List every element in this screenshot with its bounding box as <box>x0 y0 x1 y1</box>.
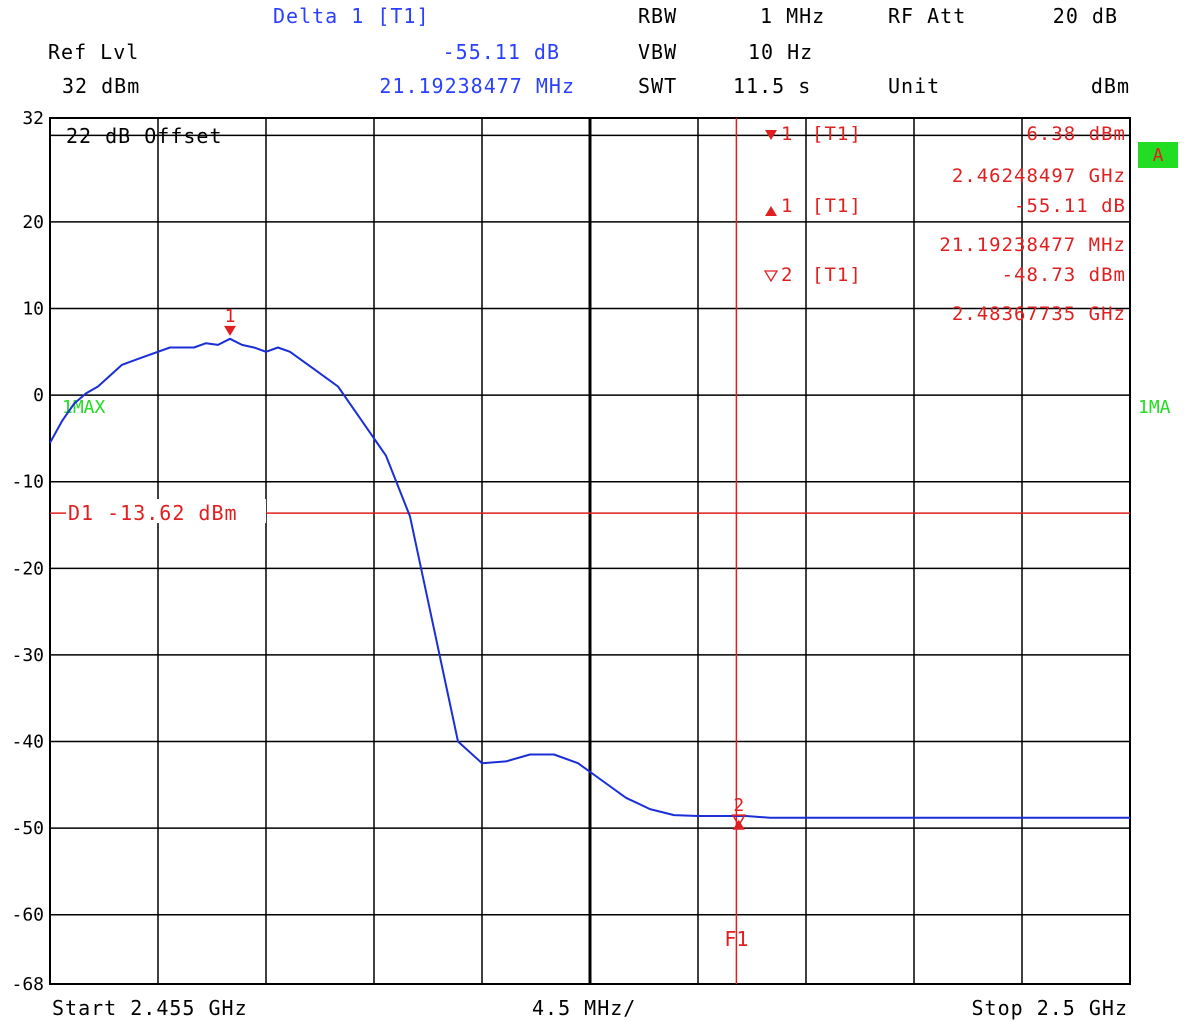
marker-1-label: 1 <box>225 306 236 327</box>
display-line-label-bg <box>66 499 266 524</box>
marker-table-icon <box>765 130 777 140</box>
marker-table-frequency: 2.48367735 GHz <box>952 303 1126 325</box>
sweep-time-label: SWT <box>638 74 678 98</box>
rf-attenuation-value: 20 dB <box>1052 4 1118 28</box>
trace-1-max <box>49 337 1130 819</box>
y-axis-ticks: 32 20 10 0 -10 -20 -30 -40 -50 -60 -68 <box>11 108 44 995</box>
marker-1-icon <box>224 325 236 336</box>
rbw-label: RBW <box>638 4 678 28</box>
display-line-label: D1 -13.62 dBm <box>68 501 238 525</box>
marker-table-frequency: 21.19238477 MHz <box>939 234 1126 256</box>
marker-table-icon <box>765 206 777 216</box>
marker-table-frequency: 2.46248497 GHz <box>952 165 1126 187</box>
y-tick-label: -60 <box>11 905 44 926</box>
delta-marker-icon <box>732 819 745 830</box>
ref-level-label: Ref Lvl <box>48 40 140 64</box>
vbw-label: VBW <box>638 40 678 64</box>
marker-layer: 12 <box>224 306 747 830</box>
delta-marker-value: -55.11 dB <box>442 40 560 64</box>
marker-table-id: 2 <box>781 264 792 286</box>
marker-table: 1 [T1] 6.38 dBm 2.46248497 GHz 1 [T1] -55.11 d… <box>763 123 1126 325</box>
marker-table-tag: [T1] <box>812 195 862 217</box>
stop-frequency: Stop 2.5 GHz <box>971 996 1128 1020</box>
y-tick-label: -20 <box>11 558 44 579</box>
marker-table-tag: [T1] <box>812 264 862 286</box>
trace-status-badge-label: A <box>1153 145 1164 166</box>
frequency-line-label: F1 <box>724 927 748 951</box>
y-tick-label: -50 <box>11 818 44 839</box>
unit-label: Unit <box>888 74 941 98</box>
marker-2-icon <box>731 814 747 827</box>
span-per-division: 4.5 MHz/ <box>532 996 637 1020</box>
ref-level-value: 32 dBm <box>62 74 141 98</box>
y-tick-label: 10 <box>22 299 44 320</box>
trace-status-badge <box>1138 142 1178 168</box>
y-tick-label: -30 <box>11 645 44 666</box>
marker-table-id: 1 <box>781 123 792 145</box>
y-tick-label: -10 <box>11 472 44 493</box>
marker-table-value: -55.11 dB <box>1014 195 1126 217</box>
offset-label: 22 dB Offset <box>66 124 223 148</box>
sweep-time-value: 11.5 s <box>733 74 812 98</box>
marker-table-value: 6.38 dBm <box>1026 123 1126 145</box>
y-tick-label: 32 <box>22 108 44 129</box>
rbw-value: 1 MHz <box>760 4 826 28</box>
marker-table-id: 1 <box>781 195 792 217</box>
marker-table-value: -48.73 dBm <box>1002 264 1126 286</box>
y-tick-label: -40 <box>11 732 44 753</box>
plot-overlay: 22 dB Offset 1MAX 1MA A D1 -13.62 dBm F1 <box>50 118 1178 984</box>
plot-grid <box>49 117 1131 985</box>
marker-2-label: 2 <box>733 795 744 816</box>
marker-table-icon <box>763 270 779 283</box>
trace-label-left: 1MAX <box>62 397 106 418</box>
rf-attenuation-label: RF Att <box>888 4 967 28</box>
vbw-value: 10 Hz <box>748 40 814 64</box>
trace-layer <box>49 337 1130 819</box>
delta-marker-frequency: 21.19238477 MHz <box>379 74 575 98</box>
trace-label-right: 1MA <box>1138 397 1171 418</box>
y-tick-label: 0 <box>33 385 44 406</box>
delta-marker-label: Delta 1 [T1] <box>273 4 430 28</box>
unit-value: dBm <box>1090 74 1130 98</box>
y-tick-label: 20 <box>22 212 44 233</box>
marker-table-tag: [T1] <box>812 123 862 145</box>
y-tick-label: -68 <box>11 974 44 995</box>
start-frequency: Start 2.455 GHz <box>52 996 248 1020</box>
